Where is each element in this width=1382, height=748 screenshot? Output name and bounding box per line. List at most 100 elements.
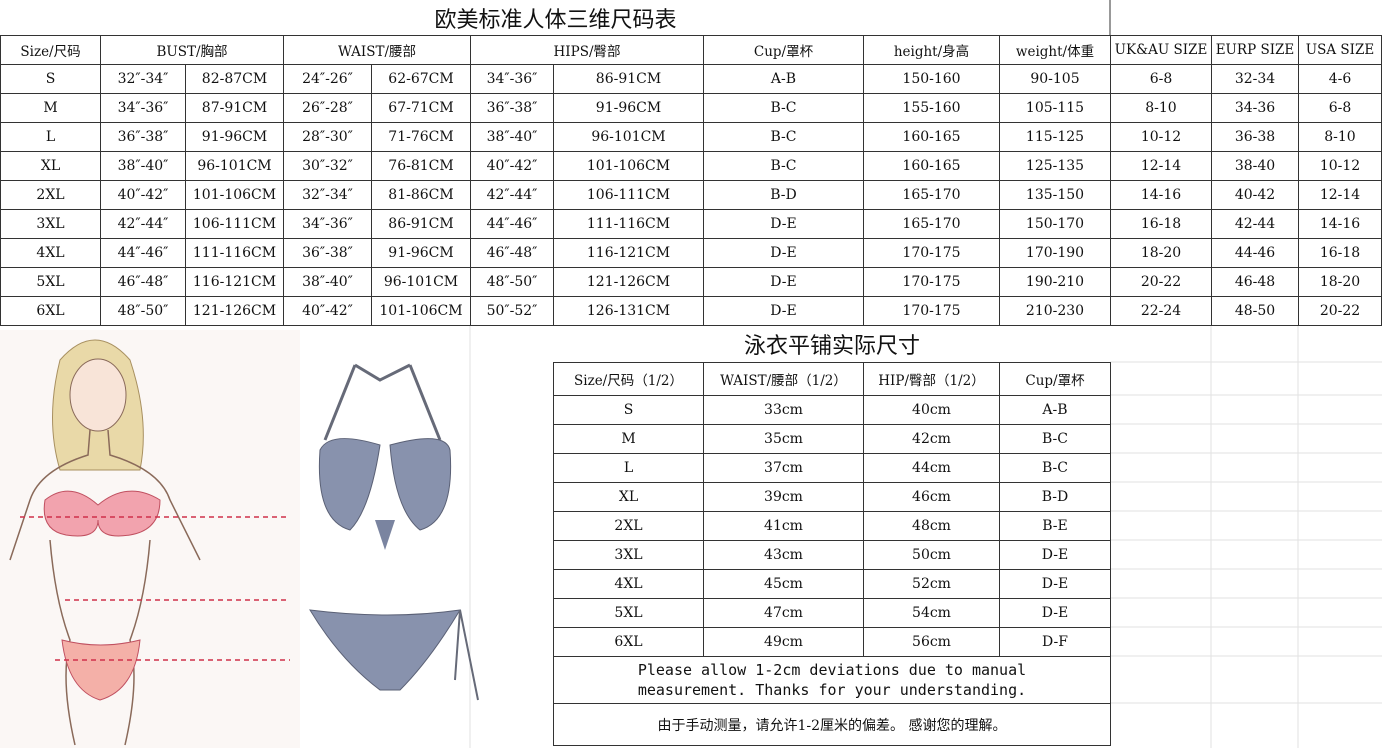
flat-title: 泳衣平铺实际尺寸 xyxy=(743,334,920,359)
note-en: Please allow 1-2cm deviations due to man… xyxy=(553,656,1111,704)
table-title: 欧美标准人体三维尺码表 xyxy=(434,8,677,33)
table-cell: 10-12 xyxy=(1298,151,1382,181)
table-cell: 36″-38″ xyxy=(100,122,186,152)
table-cell: 48cm xyxy=(863,511,1000,541)
table-cell: 71-76CM xyxy=(371,122,471,152)
table-cell: 105-115 xyxy=(999,93,1111,123)
table-cell: 3XL xyxy=(0,209,101,239)
table-cell: 16-18 xyxy=(1298,238,1382,268)
header-cell: Size/尺码 xyxy=(0,35,101,65)
table-cell: 170-175 xyxy=(863,296,1000,326)
table-cell: 5XL xyxy=(0,267,101,297)
table-cell: D-E xyxy=(703,267,864,297)
table-cell: 96-101CM xyxy=(185,151,284,181)
table-cell: 67-71CM xyxy=(371,93,471,123)
table-cell: 56cm xyxy=(863,627,1000,657)
table-cell: 34″-36″ xyxy=(470,64,554,94)
table-cell: M xyxy=(0,93,101,123)
table-cell: 32″-34″ xyxy=(283,180,372,210)
table-cell: 101-106CM xyxy=(185,180,284,210)
table-cell: 96-101CM xyxy=(553,122,704,152)
table-cell: 38″-40″ xyxy=(470,122,554,152)
note-line: measurement. Thanks for your understandi… xyxy=(637,681,1027,699)
header-cell: UK&AU SIZE xyxy=(1110,35,1212,65)
table-cell: 2XL xyxy=(553,511,704,541)
table-cell: 39cm xyxy=(703,482,864,512)
note-zh: 由于手动测量，请允许1-2厘米的偏差。 感谢您的理解。 xyxy=(553,703,1111,746)
table-cell: D-E xyxy=(703,296,864,326)
header-cell: Size/尺码（1/2） xyxy=(553,362,704,396)
table-cell: 42cm xyxy=(863,424,1000,454)
table-cell: 111-116CM xyxy=(553,209,704,239)
table-cell: 4-6 xyxy=(1298,64,1382,94)
table-cell: D-E xyxy=(999,569,1111,599)
table-cell: 26″-28″ xyxy=(283,93,372,123)
table-cell: 90-105 xyxy=(999,64,1111,94)
table-cell: 42″-44″ xyxy=(470,180,554,210)
table-cell: 34″-36″ xyxy=(100,93,186,123)
header-cell: height/身高 xyxy=(863,35,1000,65)
table-cell: 50″-52″ xyxy=(470,296,554,326)
table-cell: 160-165 xyxy=(863,151,1000,181)
table-cell: 44″-46″ xyxy=(470,209,554,239)
table-cell: 2XL xyxy=(0,180,101,210)
table-cell: 82-87CM xyxy=(185,64,284,94)
table-cell: L xyxy=(553,453,704,483)
table-cell: A-B xyxy=(703,64,864,94)
table-cell: 36″-38″ xyxy=(470,93,554,123)
table-cell: 155-160 xyxy=(863,93,1000,123)
table-cell: 170-190 xyxy=(999,238,1111,268)
table-cell: B-E xyxy=(999,511,1111,541)
table-cell: 18-20 xyxy=(1110,238,1212,268)
table-cell: XL xyxy=(0,151,101,181)
table-cell: 44″-46″ xyxy=(100,238,186,268)
table-cell: 34-36 xyxy=(1211,93,1299,123)
table-cell: 116-121CM xyxy=(185,267,284,297)
table-cell: 76-81CM xyxy=(371,151,471,181)
table-cell: A-B xyxy=(999,395,1111,425)
table-cell: D-E xyxy=(999,540,1111,570)
table-cell: 96-101CM xyxy=(371,267,471,297)
table-cell: S xyxy=(553,395,704,425)
table-cell: 125-135 xyxy=(999,151,1111,181)
table-cell: 44-46 xyxy=(1211,238,1299,268)
table-cell: 62-67CM xyxy=(371,64,471,94)
table-cell: 115-125 xyxy=(999,122,1111,152)
table-cell: 48″-50″ xyxy=(100,296,186,326)
table-cell: 47cm xyxy=(703,598,864,628)
table-cell: B-C xyxy=(999,453,1111,483)
table-cell: 45cm xyxy=(703,569,864,599)
table-cell: D-F xyxy=(999,627,1111,657)
table-cell: 46cm xyxy=(863,482,1000,512)
table-cell: 101-106CM xyxy=(553,151,704,181)
table-cell: 14-16 xyxy=(1298,209,1382,239)
table-cell: 44cm xyxy=(863,453,1000,483)
table-cell: 12-14 xyxy=(1110,151,1212,181)
table-cell: 111-116CM xyxy=(185,238,284,268)
table-cell: 14-16 xyxy=(1110,180,1212,210)
table-cell: 190-210 xyxy=(999,267,1111,297)
table-cell: 6-8 xyxy=(1110,64,1212,94)
table-cell: B-D xyxy=(703,180,864,210)
table-cell: B-C xyxy=(703,122,864,152)
table-cell: 3XL xyxy=(553,540,704,570)
table-cell: 6-8 xyxy=(1298,93,1382,123)
table-cell: 50cm xyxy=(863,540,1000,570)
table-cell: 87-91CM xyxy=(185,93,284,123)
header-cell: Cup/罩杯 xyxy=(999,362,1111,396)
table-cell: XL xyxy=(553,482,704,512)
header-cell: Cup/罩杯 xyxy=(703,35,864,65)
table-cell: 6XL xyxy=(553,627,704,657)
table-cell: 32″-34″ xyxy=(100,64,186,94)
table-cell: 121-126CM xyxy=(185,296,284,326)
table-cell: D-E xyxy=(703,238,864,268)
table-cell: 36″-38″ xyxy=(283,238,372,268)
table-cell: 170-175 xyxy=(863,238,1000,268)
table-cell: 160-165 xyxy=(863,122,1000,152)
header-cell: HIPS/臀部 xyxy=(470,35,704,65)
header-cell: BUST/胸部 xyxy=(100,35,284,65)
table-cell: 48″-50″ xyxy=(470,267,554,297)
table-cell: 91-96CM xyxy=(371,238,471,268)
table-cell: D-E xyxy=(999,598,1111,628)
header-cell: USA SIZE xyxy=(1298,35,1382,65)
